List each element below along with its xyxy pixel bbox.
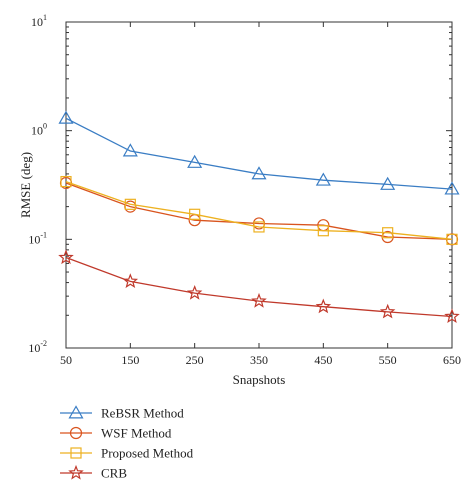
legend-marker-star: [68, 464, 84, 480]
data-point-triangle: [187, 154, 203, 168]
y-axis-title: RMSE (deg): [18, 152, 33, 218]
data-point-star: [379, 303, 396, 319]
y-tick-label: 10-2: [28, 339, 47, 355]
data-point-star: [186, 284, 203, 300]
legend-marker-triangle: [68, 405, 84, 419]
series-line: [65, 182, 453, 240]
series-line: [65, 117, 453, 190]
legend-marker-square: [70, 447, 82, 459]
data-point-square: [124, 198, 136, 210]
legend-label: CRB: [101, 466, 127, 481]
data-point-square: [317, 225, 329, 237]
data-point-triangle: [444, 181, 460, 195]
legend-item: WSF Method: [60, 426, 172, 441]
y-tick-label: 100: [31, 122, 47, 138]
legend-item: ReBSR Method: [60, 405, 184, 421]
y-tick-label: 101: [31, 13, 47, 29]
data-point-star: [122, 273, 139, 289]
series-line: [65, 256, 453, 318]
data-point-triangle: [380, 176, 396, 190]
x-tick-label: 350: [250, 353, 268, 367]
data-point-star: [58, 249, 74, 265]
legend-label: ReBSR Method: [101, 406, 184, 421]
series-circle: [59, 176, 459, 246]
data-point-star: [251, 292, 267, 308]
x-tick-label: 450: [314, 353, 332, 367]
data-point-square: [253, 221, 265, 233]
y-tick-label: 10-1: [28, 230, 47, 246]
x-tick-label: 150: [121, 353, 139, 367]
x-tick-label: 50: [60, 353, 72, 367]
data-point-square: [446, 233, 458, 245]
x-axis-ticks: 50 150 250 350 450 550 650: [60, 22, 461, 367]
data-point-star: [315, 298, 332, 314]
series-layer: [58, 110, 460, 324]
series-star: [58, 249, 460, 324]
data-point-triangle: [122, 143, 138, 157]
legend-label: WSF Method: [101, 426, 172, 441]
series-triangle: [58, 110, 460, 195]
legend-item: Proposed Method: [60, 446, 194, 461]
data-point-square: [382, 227, 394, 239]
data-point-triangle: [315, 172, 331, 186]
data-point-star: [444, 308, 460, 324]
x-tick-label: 550: [379, 353, 397, 367]
legend-marker-circle: [69, 426, 83, 440]
x-tick-label: 650: [443, 353, 461, 367]
legend-item: CRB: [60, 464, 127, 481]
series-line: [65, 180, 453, 240]
series-square: [60, 175, 458, 245]
legend: ReBSR Method WSF Method Proposed Method CRB: [60, 405, 194, 481]
data-point-square: [60, 175, 72, 188]
data-point-triangle: [251, 166, 267, 180]
legend-label: Proposed Method: [101, 446, 194, 461]
x-axis-title: Snapshots: [233, 372, 286, 387]
x-tick-label: 250: [186, 353, 204, 367]
data-point-square: [189, 208, 201, 220]
data-point-triangle: [58, 110, 74, 124]
